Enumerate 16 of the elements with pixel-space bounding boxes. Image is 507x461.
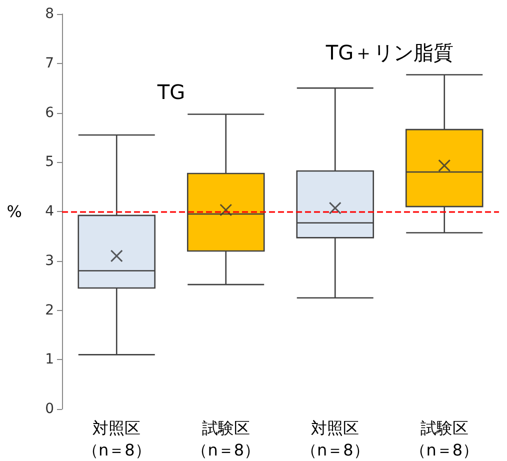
- annotation: TG: [156, 80, 186, 104]
- y-tick-label: 8: [45, 6, 54, 22]
- y-tick-label: 5: [45, 154, 54, 170]
- y-tick-label: 0: [45, 401, 54, 417]
- y-tick-label: 3: [45, 252, 54, 269]
- y-tick-label: 1: [45, 352, 54, 368]
- x-tick-label: 試験区（n＝8）: [192, 418, 260, 460]
- y-tick-label: 4: [45, 204, 54, 220]
- x-tick-label: 対照区（n＝8）: [300, 418, 370, 460]
- y-axis-title: %: [6, 202, 22, 221]
- y-tick-label: 6: [45, 104, 54, 121]
- y-tick-label: 7: [45, 55, 54, 72]
- annotation: TG＋リン脂質: [324, 40, 454, 65]
- x-tick-label: 試験区（n＝8）: [410, 418, 479, 460]
- x-tick-label: 対照区（n＝8）: [82, 418, 151, 460]
- y-tick-label: 2: [45, 302, 54, 318]
